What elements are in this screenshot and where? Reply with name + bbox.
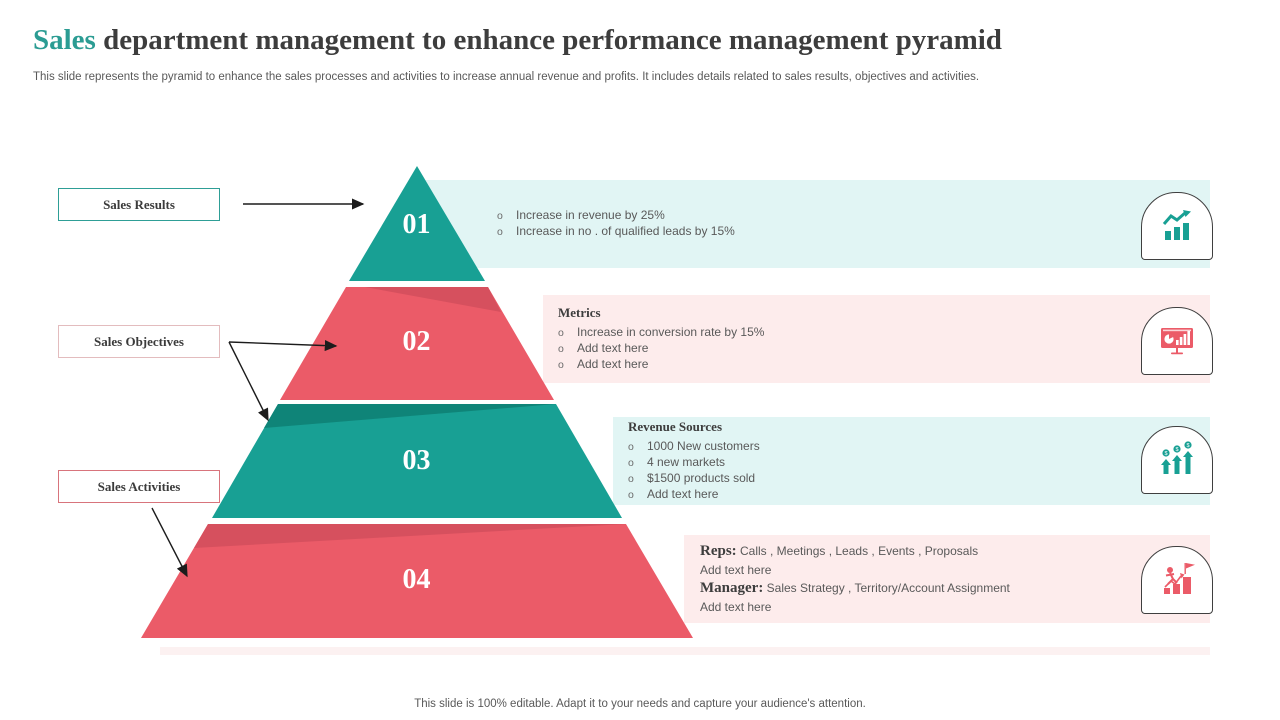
label-sales-objectives: Sales Objectives [58,325,220,358]
bullet-item: o Add text here [558,357,1210,373]
label-sales-activities: Sales Activities [58,470,220,503]
bullet-text: Increase in no . of qualified leads by 1… [516,224,735,238]
bullet-text: Add text here [577,356,649,371]
band-reps-manager: Reps: Calls , Meetings , Leads , Events … [684,535,1210,623]
manager-text: Sales Strategy , Territory/Account Assig… [763,581,1010,595]
bullet-item: o $1500 products sold [628,471,1210,487]
bullet-text: Add text here [577,341,649,356]
band-header: Metrics [558,305,601,321]
bullet-marker: o [558,327,564,340]
pyramid-base-shadow [160,647,1210,655]
bullet-text: $1500 products sold [647,471,756,485]
bullet-item: o Add text here [558,341,1210,357]
bullet-item: o Increase in conversion rate by 15% [558,325,1210,341]
band-metrics: Metrics o Increase in conversion rate by… [543,295,1210,383]
level-number-1: 01 [402,209,431,240]
manager-line: Manager: Sales Strategy , Territory/Acco… [700,579,1210,598]
svg-text:$: $ [1175,447,1178,453]
bullet-marker: o [497,210,503,223]
presentation-chart-icon [1161,328,1193,355]
title-rest: department management to enhance perform… [95,24,1002,56]
icon-frame-4 [1141,546,1213,614]
bullet-text: Increase in conversion rate by 15% [577,325,765,340]
band-sales-results: o Increase in revenue by 25% o Increase … [424,180,1210,268]
bullet-item: o Add text here [628,487,1210,503]
bullet-marker: o [628,473,634,485]
level-number-4: 04 [402,564,431,595]
bullet-text: Increase in revenue by 25% [516,208,665,223]
bullet-item: o 1000 New customers [628,439,1210,455]
icon-frame-3: $ $ $ [1141,426,1213,494]
reps-label: Reps: [700,543,737,559]
bullet-text: 4 new markets [647,455,726,470]
bullet-marker: o [628,441,634,454]
bullet-item: o 4 new markets [628,455,1210,471]
money-bags-growth-icon: $ $ $ [1161,441,1193,474]
bullet-text: Add text here [647,486,719,501]
bullet-item: o Increase in revenue by 25% [497,208,1210,224]
reps-text: Calls , Meetings , Leads , Events , Prop… [736,544,979,558]
label-sales-results: Sales Results [58,188,220,221]
revenue-growth-chart-icon [1162,210,1191,240]
bullet-text: 1000 New customers [647,439,760,454]
reps-line: Reps: Calls , Meetings , Leads , Events … [700,542,1210,561]
icon-frame-2 [1141,307,1213,375]
bullet-marker: o [497,226,503,238]
add-text-line: Add text here [700,599,772,614]
goal-achievement-icon [1164,563,1195,594]
bullet-marker: o [558,358,564,371]
level-number-2: 02 [402,326,431,357]
manager-label: Manager: [700,580,764,596]
add-text-line: Add text here [700,562,772,577]
page-title: Sales department management to enhance p… [33,24,1002,57]
band-header: Revenue Sources [628,419,723,435]
bullet-marker: o [558,343,564,356]
bullet-marker: o [628,457,634,470]
title-highlight: Sales [33,24,96,56]
bullet-marker: o [628,488,634,501]
band-revenue-sources: Revenue Sources o 1000 New customers o 4… [613,417,1210,505]
level-number-3: 03 [402,445,431,476]
bullet-item: o Increase in no . of qualified leads by… [497,224,1210,240]
svg-text:$: $ [1164,451,1167,457]
pyramid: 01 02 03 04 [140,166,693,638]
icon-frame-1 [1141,192,1213,260]
footer-note: This slide is 100% editable. Adapt it to… [414,698,866,710]
slide-subtitle: This slide represents the pyramid to enh… [33,71,980,83]
svg-text:$: $ [1186,443,1189,449]
